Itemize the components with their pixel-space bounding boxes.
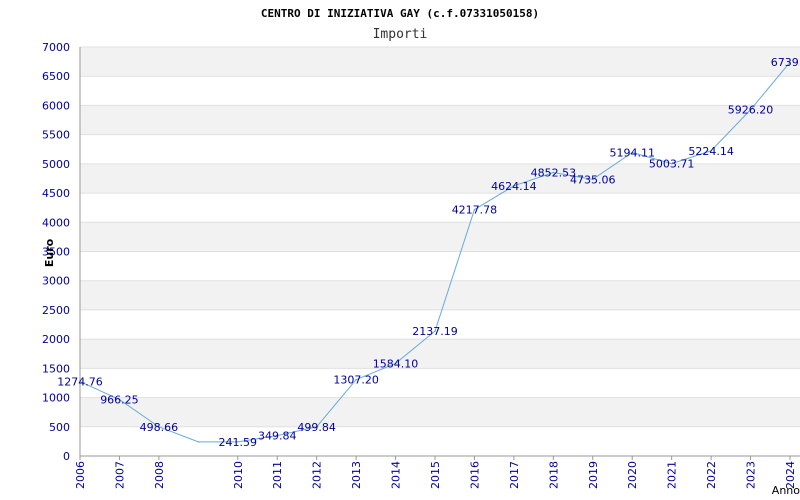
data-point (315, 425, 318, 428)
data-point (749, 108, 752, 111)
y-tick-label: 1000 (42, 392, 70, 405)
y-tick-label: 5000 (42, 158, 70, 171)
data-point (158, 426, 160, 428)
data-point (276, 434, 279, 437)
y-tick-label: 5500 (42, 129, 70, 142)
data-label: 5926.20 (728, 104, 774, 117)
y-tick-label: 2500 (42, 304, 70, 317)
data-point (670, 162, 673, 165)
x-tick-label: 2017 (508, 461, 521, 489)
y-tick-label: 0 (63, 450, 70, 463)
background-band (80, 339, 800, 369)
background-band (80, 280, 800, 310)
background-band (80, 47, 800, 77)
y-tick-label: 6000 (42, 99, 70, 112)
data-label: 4735.06 (570, 173, 616, 186)
y-tick-label: 3000 (42, 275, 70, 288)
data-label: 5003.71 (649, 158, 695, 171)
data-label: 4624.14 (491, 180, 537, 193)
data-point (513, 185, 515, 187)
x-tick-label: 2010 (232, 461, 245, 489)
chart-title: CENTRO DI INIZIATIVA GAY (c.f.0733105015… (261, 7, 539, 20)
data-label: 1584.10 (373, 357, 419, 370)
y-tick-label: 2000 (42, 333, 70, 346)
data-label: 5194.11 (609, 147, 655, 160)
background-band (80, 163, 800, 194)
x-tick-label: 2018 (547, 461, 560, 489)
x-tick-label: 2022 (705, 461, 718, 489)
data-point (631, 151, 634, 154)
data-points (79, 61, 791, 443)
data-point (118, 398, 121, 401)
x-tick-label: 2014 (390, 461, 403, 489)
data-label: 498.66 (140, 421, 179, 434)
x-tick-label: 2013 (350, 461, 363, 489)
data-point (552, 171, 555, 174)
data-point (789, 61, 791, 64)
data-label: 1307.20 (333, 374, 379, 387)
background-bands (80, 47, 800, 427)
data-label: 5224.14 (688, 145, 734, 158)
background-band (80, 105, 800, 135)
data-point (79, 380, 81, 383)
data-label: 2137.19 (412, 325, 458, 338)
data-point (355, 378, 357, 381)
x-axis-label: Anno (772, 484, 800, 497)
y-tick-label: 7000 (42, 41, 70, 54)
x-tick-label: 2011 (271, 461, 284, 489)
data-label: 241.59 (219, 436, 258, 449)
data-point (394, 362, 397, 365)
data-point (591, 178, 594, 181)
x-tick-label: 2019 (587, 461, 600, 489)
y-tick-label: 4500 (42, 187, 70, 200)
data-label: 349.84 (258, 430, 297, 443)
axes (79, 47, 800, 457)
y-tick-label: 500 (49, 421, 70, 434)
data-label: 499.84 (297, 421, 336, 434)
x-tick-label: 2023 (745, 461, 758, 489)
x-tick-labels: 2006 2007 2008 2010 2011 2012 2013 2014 2015 2016… (74, 456, 797, 489)
x-tick-label: 2008 (153, 461, 166, 489)
chart-subtitle: Importi (373, 27, 428, 42)
x-tick-label: 2021 (666, 461, 679, 489)
background-band (80, 222, 800, 252)
data-label: 1274.76 (57, 376, 103, 389)
y-tick-label: 1500 (42, 362, 70, 375)
data-point (434, 330, 436, 332)
y-tick-labels: 0 500 1000 1500 2000 2500 3000 3500 4000 4500 5000… (42, 41, 70, 463)
y-tick-label: 3500 (42, 246, 70, 259)
gridlines (80, 46, 800, 457)
data-point (236, 441, 239, 443)
x-tick-label: 2015 (429, 461, 442, 489)
y-tick-label: 6500 (42, 70, 70, 83)
data-label: 4217.78 (452, 204, 498, 217)
x-tick-label: 2016 (468, 461, 481, 489)
x-tick-label: 2024 (784, 461, 797, 489)
data-label: 6739.4 (771, 56, 800, 69)
data-label: 966.25 (100, 394, 139, 407)
data-point (710, 149, 712, 152)
data-label: 4852.53 (531, 166, 577, 179)
data-point (197, 441, 200, 443)
data-point (473, 208, 476, 211)
x-tick-label: 2006 (74, 461, 87, 489)
y-tick-label: 4000 (42, 216, 70, 229)
x-tick-label: 2007 (113, 461, 126, 489)
background-band (80, 397, 800, 427)
y-axis-label: Euro (43, 238, 56, 267)
x-tick-label: 2012 (311, 461, 324, 489)
x-tick-label: 2020 (626, 461, 639, 489)
